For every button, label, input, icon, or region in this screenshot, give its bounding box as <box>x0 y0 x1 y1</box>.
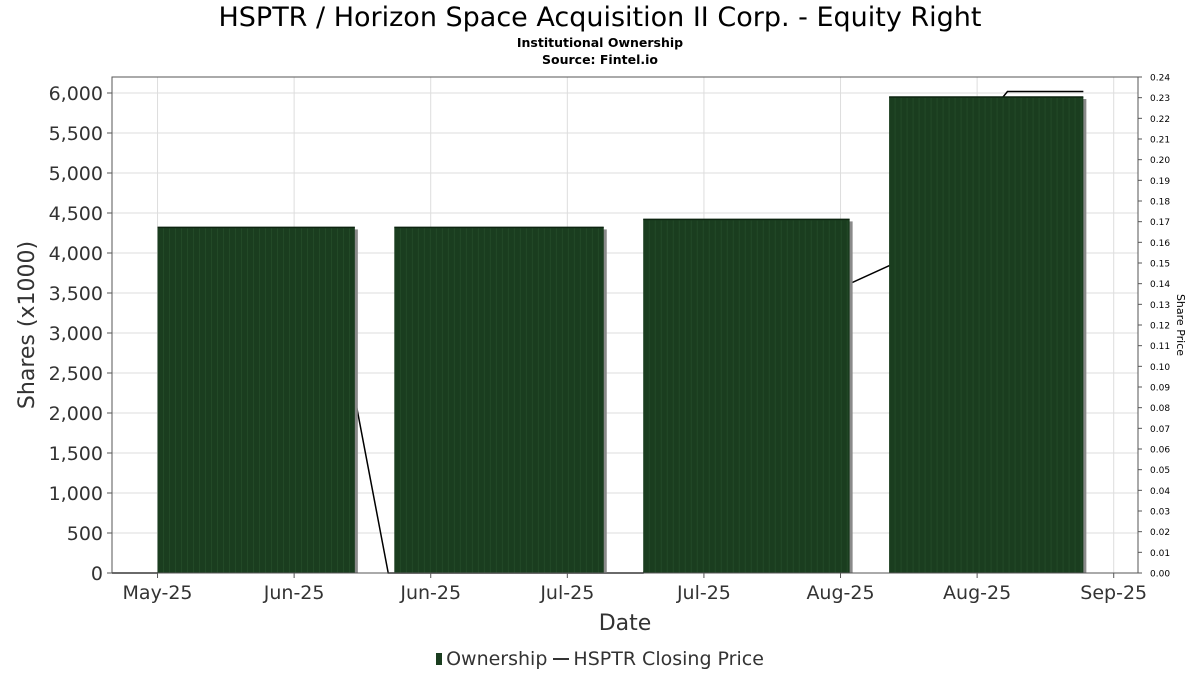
y-tick-label: 1,000 <box>49 483 103 505</box>
bar-body <box>643 219 850 573</box>
y2-tick-label: 0.12 <box>1150 322 1170 332</box>
x-tick-label: Jul-25 <box>539 582 594 604</box>
y-tick-label: 0 <box>91 563 103 585</box>
ownership-bar <box>889 96 1087 573</box>
y2-tick-label: 0.20 <box>1150 156 1170 166</box>
x-tick-label: Sep-25 <box>1080 582 1147 604</box>
legend-ownership: Ownership <box>446 648 548 670</box>
y2-tick-label: 0.21 <box>1150 136 1170 146</box>
ownership-bar <box>394 226 607 573</box>
legend: Ownership HSPTR Closing Price <box>0 648 1200 670</box>
y2-tick-label: 0.07 <box>1150 425 1170 435</box>
y-tick-label: 3,500 <box>49 283 103 305</box>
bar-body <box>889 97 1084 573</box>
y2-tick-label: 0.13 <box>1150 301 1170 311</box>
y2-tick-label: 0.16 <box>1150 239 1170 249</box>
right-axis-ticks: 0.00 0.01 0.02 0.03 0.04 0.05 0.06 0.07 0.08 0.09… <box>1138 74 1170 580</box>
y2-tick-label: 0.15 <box>1150 260 1170 270</box>
chart-subtitle: Institutional Ownership <box>516 35 684 50</box>
y2-tick-label: 0.01 <box>1150 549 1170 559</box>
ownership-bar <box>157 226 358 573</box>
ownership-bar <box>643 218 853 573</box>
y2-tick-label: 0.08 <box>1150 404 1170 414</box>
left-axis-ticks: 0 500 1,000 1,500 2,000 2,500 3,000 3,500 4,000 4… <box>49 83 112 585</box>
y2-tick-label: 0.04 <box>1150 487 1170 497</box>
x-tick-label: Jul-25 <box>676 582 731 604</box>
x-axis-label: Date <box>599 611 652 636</box>
y-axis-label: Shares (x1000) <box>15 241 40 409</box>
chart-title: HSPTR / Horizon Space Acquisition II Cor… <box>218 2 982 33</box>
y2-tick-label: 0.11 <box>1150 342 1170 352</box>
x-tick-label: Aug-25 <box>943 582 1011 604</box>
bar-body <box>157 227 355 573</box>
legend-price: HSPTR Closing Price <box>573 648 764 670</box>
y2-tick-label: 0.14 <box>1150 280 1170 290</box>
x-tick-label: Jun-25 <box>399 582 461 604</box>
y2-tick-label: 0.19 <box>1150 177 1170 187</box>
y2-tick-label: 0.17 <box>1150 218 1170 228</box>
y-tick-label: 5,000 <box>49 163 103 185</box>
price-swatch <box>553 657 570 660</box>
y2-tick-label: 0.06 <box>1150 446 1170 456</box>
y-tick-label: 4,000 <box>49 243 103 265</box>
y-tick-label: 4,500 <box>49 203 103 225</box>
y2-tick-label: 0.03 <box>1150 508 1170 518</box>
y-tick-label: 500 <box>67 523 103 545</box>
y-tick-label: 2,000 <box>49 403 103 425</box>
chart-source: Source: Fintel.io <box>542 52 658 67</box>
y2-tick-label: 0.09 <box>1150 384 1170 394</box>
y2-tick-label: 0.24 <box>1150 74 1170 84</box>
y2-tick-label: 0.23 <box>1150 94 1170 104</box>
y2-tick-label: 0.02 <box>1150 528 1170 538</box>
y2-axis-label: Share Price <box>1174 294 1187 356</box>
y-tick-label: 5,500 <box>49 123 103 145</box>
y-tick-label: 3,000 <box>49 323 103 345</box>
y-tick-label: 1,500 <box>49 443 103 465</box>
x-tick-label: Aug-25 <box>806 582 874 604</box>
x-tick-label: Jun-25 <box>263 582 325 604</box>
y-tick-label: 6,000 <box>49 83 103 105</box>
ownership-bars <box>157 96 1087 573</box>
ownership-swatch <box>436 652 443 665</box>
x-axis-ticks: May-25 Jun-25 Jun-25 Jul-25 Jul-25 Aug-25 Aug-… <box>123 573 1147 604</box>
y2-tick-label: 0.00 <box>1150 570 1170 580</box>
y2-tick-label: 0.10 <box>1150 363 1170 373</box>
y2-tick-label: 0.18 <box>1150 198 1170 208</box>
x-tick-label: May-25 <box>123 582 193 604</box>
y-tick-label: 2,500 <box>49 363 103 385</box>
bar-body <box>394 227 604 573</box>
y2-tick-label: 0.05 <box>1150 466 1170 476</box>
y2-tick-label: 0.22 <box>1150 115 1170 125</box>
